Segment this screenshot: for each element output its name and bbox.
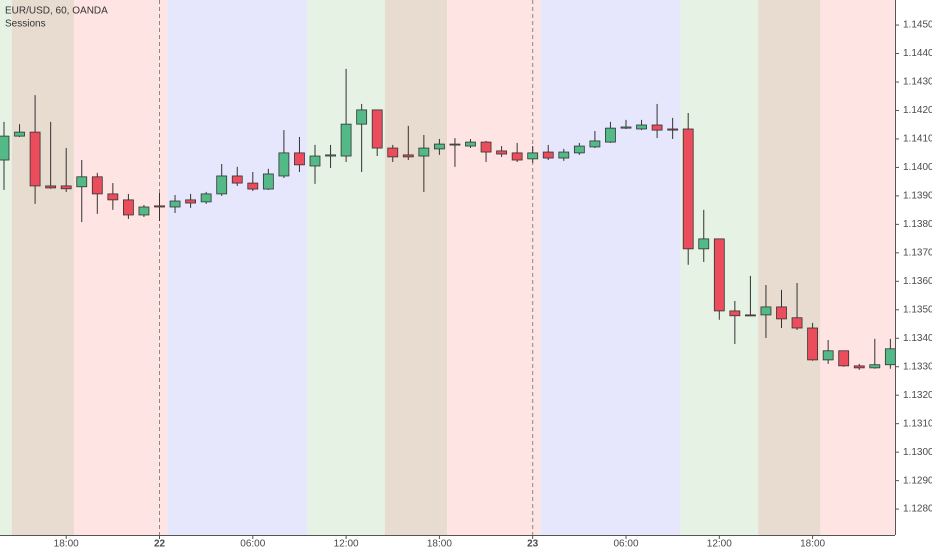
candle-body [402, 154, 414, 158]
candle-body [14, 131, 25, 137]
candles [0, 0, 896, 535]
candle-body [123, 199, 134, 216]
x-tick-label: 12:00 [334, 539, 359, 550]
candle-body [45, 185, 57, 189]
candle-body [231, 175, 243, 184]
session-band [167, 0, 308, 535]
candle-body [387, 147, 399, 158]
candle-body [558, 151, 570, 159]
candle-body [309, 155, 321, 167]
session-band [540, 0, 681, 535]
candle-body [605, 127, 616, 143]
session-band [384, 0, 448, 535]
x-tick-label: 18:00 [427, 539, 452, 550]
candle-body [138, 206, 150, 216]
candle-body [667, 128, 679, 131]
y-tick-label: 1.12800 [903, 504, 932, 515]
x-tick-label: 12:00 [707, 539, 732, 550]
candle-body [853, 365, 865, 369]
y-tick-label: 1.14200 [903, 105, 932, 116]
candle-body [636, 124, 647, 130]
y-tick-label: 1.13500 [903, 304, 932, 315]
candle-body [542, 151, 554, 159]
session-band [11, 0, 74, 535]
candle-body [278, 152, 290, 177]
y-tick-label: 1.14300 [903, 77, 932, 88]
session-bands [0, 0, 895, 535]
candle-body [169, 200, 181, 208]
candle-body [651, 124, 663, 131]
candle-body [822, 350, 834, 361]
chart-title: EUR/USD, 60, OANDA [5, 6, 108, 17]
y-tick-label: 1.13800 [903, 219, 932, 230]
session-band [73, 0, 168, 535]
candle-body [154, 205, 165, 208]
y-tick-label: 1.13900 [903, 191, 932, 202]
candle-body [589, 140, 601, 148]
candle-body [76, 176, 88, 188]
candle-body [713, 238, 725, 312]
candle-body [294, 152, 305, 166]
x-tick-label: 06:00 [240, 539, 265, 550]
x-tick-label: 18:00 [800, 539, 825, 550]
y-tick-label: 1.14500 [903, 20, 932, 31]
candle-body [340, 123, 352, 157]
y-tick-label: 1.13600 [903, 276, 932, 287]
candle-body [325, 154, 336, 157]
candle-body [356, 109, 368, 125]
candle-body [465, 141, 476, 147]
candle-body [884, 348, 896, 366]
candle-body [480, 141, 492, 153]
candle-body [698, 238, 710, 250]
candle-body [200, 193, 212, 203]
candle-body [776, 306, 787, 320]
candle-body [433, 143, 445, 150]
candle-body [620, 126, 632, 129]
y-tick-label: 1.13400 [903, 333, 932, 344]
candle-body [107, 193, 119, 201]
y-tick-label: 1.13000 [903, 447, 932, 458]
y-tick-label: 1.14100 [903, 134, 932, 145]
y-tick-label: 1.14000 [903, 162, 932, 173]
candle-body [216, 175, 228, 195]
indicator-name: Sessions [5, 19, 46, 30]
y-tick-label: 1.13200 [903, 390, 932, 401]
candle-body [838, 350, 850, 367]
session-band [447, 0, 541, 535]
candle-body [418, 147, 430, 157]
session-band [0, 0, 12, 535]
candle-body [262, 173, 274, 190]
y-tick-label: 1.13300 [903, 361, 932, 372]
candle-body [371, 109, 383, 149]
x-tick-label: 18:00 [54, 539, 79, 550]
candle-body [745, 314, 756, 317]
y-tick-label: 1.13100 [903, 418, 932, 429]
candle-body [527, 152, 539, 160]
y-tick-label: 1.13700 [903, 247, 932, 258]
candle-body [791, 317, 803, 329]
candle-body [573, 145, 585, 154]
candle-body [682, 128, 694, 250]
candle-body [185, 199, 197, 204]
candle-body [60, 185, 72, 190]
candle-body [91, 176, 103, 195]
candle-body [449, 143, 461, 146]
session-band [758, 0, 821, 535]
x-tick-label: 22 [154, 539, 166, 550]
candle-body [511, 152, 523, 161]
y-tick-label: 1.14400 [903, 48, 932, 59]
candle-body [0, 135, 10, 161]
candle-body [29, 131, 41, 187]
candle-body [807, 327, 818, 361]
candle-body [729, 310, 741, 317]
x-tick-label: 06:00 [613, 539, 638, 550]
candle-body [247, 182, 259, 190]
candle-body [869, 364, 881, 369]
y-tick-label: 1.12900 [903, 475, 932, 486]
candle-body [496, 150, 508, 155]
x-tick-label: 23 [527, 539, 539, 550]
candle-body [760, 306, 772, 316]
session-band [820, 0, 895, 535]
